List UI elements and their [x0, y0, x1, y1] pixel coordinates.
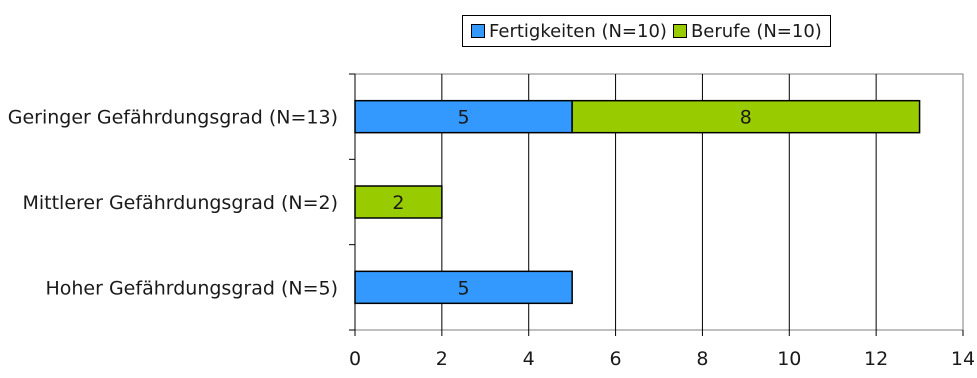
category-label-0: Geringer Gefährdungsgrad (N=13) [8, 107, 338, 129]
category-label-1: Mittlerer Gefährdungsgrad (N=2) [22, 192, 338, 214]
x-tick-label-4: 4 [523, 348, 535, 370]
data-label-0-2: 5 [458, 277, 470, 299]
data-label-1-1: 2 [392, 192, 404, 214]
legend-item-berufe: Berufe (N=10) [672, 20, 822, 42]
data-label-1-0: 8 [740, 107, 752, 129]
bar-0-2 [354, 270, 573, 305]
legend-label-berufe: Berufe (N=10) [690, 20, 822, 42]
bar-0-0 [354, 99, 573, 134]
x-tick-label-8: 8 [696, 348, 708, 370]
x-tick-label-14: 14 [951, 348, 975, 370]
legend-swatch-fertigkeiten [471, 24, 485, 38]
x-tick-label-10: 10 [777, 348, 801, 370]
bar-1-1 [354, 185, 443, 219]
legend-swatch-berufe [672, 24, 687, 38]
legend-label-fertigkeiten: Fertigkeiten (N=10) [489, 20, 667, 42]
chart-legend: Fertigkeiten (N=10) Berufe (N=10) [462, 15, 831, 47]
x-tick-label-0: 0 [349, 348, 361, 370]
bar-1-0 [571, 99, 921, 134]
x-tick-label-2: 2 [436, 348, 448, 370]
x-tick-label-12: 12 [864, 348, 888, 370]
legend-item-fertigkeiten: Fertigkeiten (N=10) [471, 21, 667, 42]
x-tick-label-6: 6 [610, 348, 622, 370]
category-label-2: Hoher Gefährdungsgrad (N=5) [45, 277, 338, 299]
data-label-0-0: 5 [458, 107, 470, 129]
